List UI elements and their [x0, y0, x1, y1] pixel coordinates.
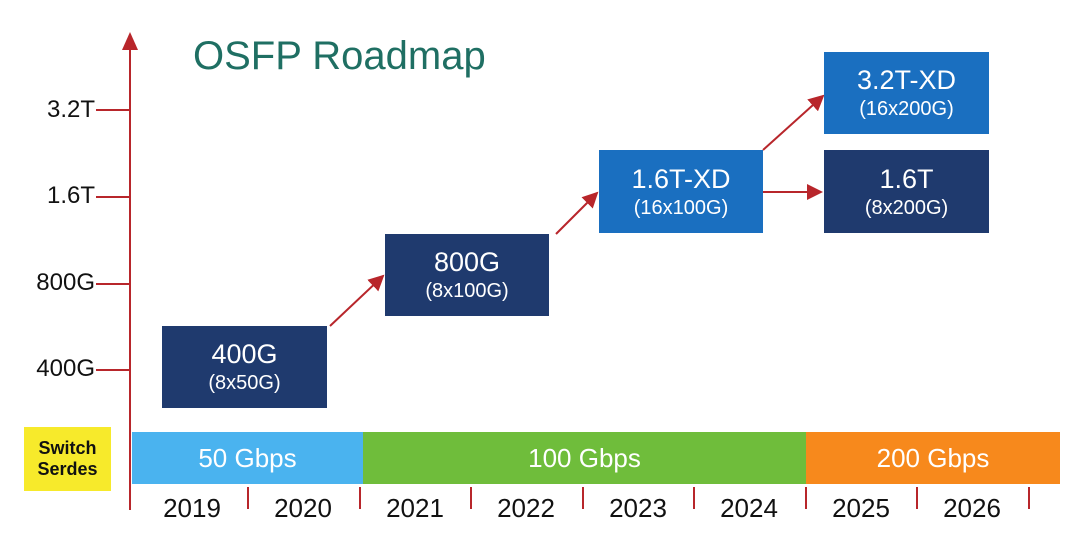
switch-serdes-line2: Serdes	[37, 459, 98, 479]
module-1-6t-xd: 1.6T-XD (16x100G)	[599, 150, 763, 233]
module-800g-lanes: (8x100G)	[425, 280, 509, 302]
year-2021: 2021	[386, 493, 444, 523]
y-tick-800g	[96, 283, 130, 285]
y-axis-arrowhead	[122, 32, 138, 50]
band-100-gbps: 100 Gbps	[363, 432, 806, 484]
year-2023: 2023	[609, 493, 667, 523]
year-2019: 2019	[163, 493, 221, 523]
module-3-2t-xd: 3.2T-XD (16x200G)	[824, 52, 989, 134]
year-tick	[359, 487, 361, 509]
y-label-3-2t: 3.2T	[46, 96, 95, 123]
module-1-6t-name: 1.6T	[879, 163, 934, 194]
y-tick-400g	[96, 369, 130, 371]
year-2020: 2020	[274, 493, 332, 523]
y-label-800g: 800G	[36, 269, 95, 296]
page-title: OSFP Roadmap	[193, 34, 486, 78]
module-400g-name: 400G	[211, 339, 278, 369]
year-tick	[582, 487, 584, 509]
y-label-400g: 400G	[36, 355, 95, 382]
module-800g-name: 800G	[433, 247, 501, 277]
band-200-gbps: 200 Gbps	[806, 432, 1060, 484]
year-tick	[247, 487, 249, 509]
module-800g: 800G (8x100G)	[385, 234, 549, 316]
arrow-400g-to-800g	[329, 274, 385, 327]
module-400g: 400G (8x50G)	[162, 326, 327, 408]
arrow-800g-to-1-6t-xd	[555, 191, 599, 235]
switch-serdes-line1: Switch	[38, 438, 97, 458]
module-1-6t-lanes: (8x200G)	[864, 196, 949, 219]
arrow-1-6t-xd-to-3-2t-xd	[762, 94, 825, 151]
module-1-6t: 1.6T (8x200G)	[824, 150, 989, 233]
switch-serdes-label: Switch Serdes	[24, 427, 111, 491]
band-50-gbps: 50 Gbps	[132, 432, 363, 484]
year-tick	[693, 487, 695, 509]
y-tick-3-2t	[96, 109, 130, 111]
module-1-6t-xd-name: 1.6T-XD	[631, 163, 731, 194]
year-tick	[805, 487, 807, 509]
y-tick-1-6t	[96, 196, 130, 198]
year-2025: 2025	[832, 493, 890, 523]
year-tick	[916, 487, 918, 509]
year-2026: 2026	[943, 493, 1001, 523]
module-1-6t-xd-lanes: (16x100G)	[633, 196, 729, 219]
y-label-1-6t: 1.6T	[46, 182, 95, 209]
year-2024: 2024	[720, 493, 778, 523]
year-tick	[1028, 487, 1030, 509]
module-3-2t-xd-lanes: (16x200G)	[859, 98, 954, 120]
module-3-2t-xd-name: 3.2T-XD	[856, 65, 957, 95]
year-tick	[470, 487, 472, 509]
module-400g-lanes: (8x50G)	[208, 372, 281, 394]
year-2022: 2022	[497, 493, 555, 523]
